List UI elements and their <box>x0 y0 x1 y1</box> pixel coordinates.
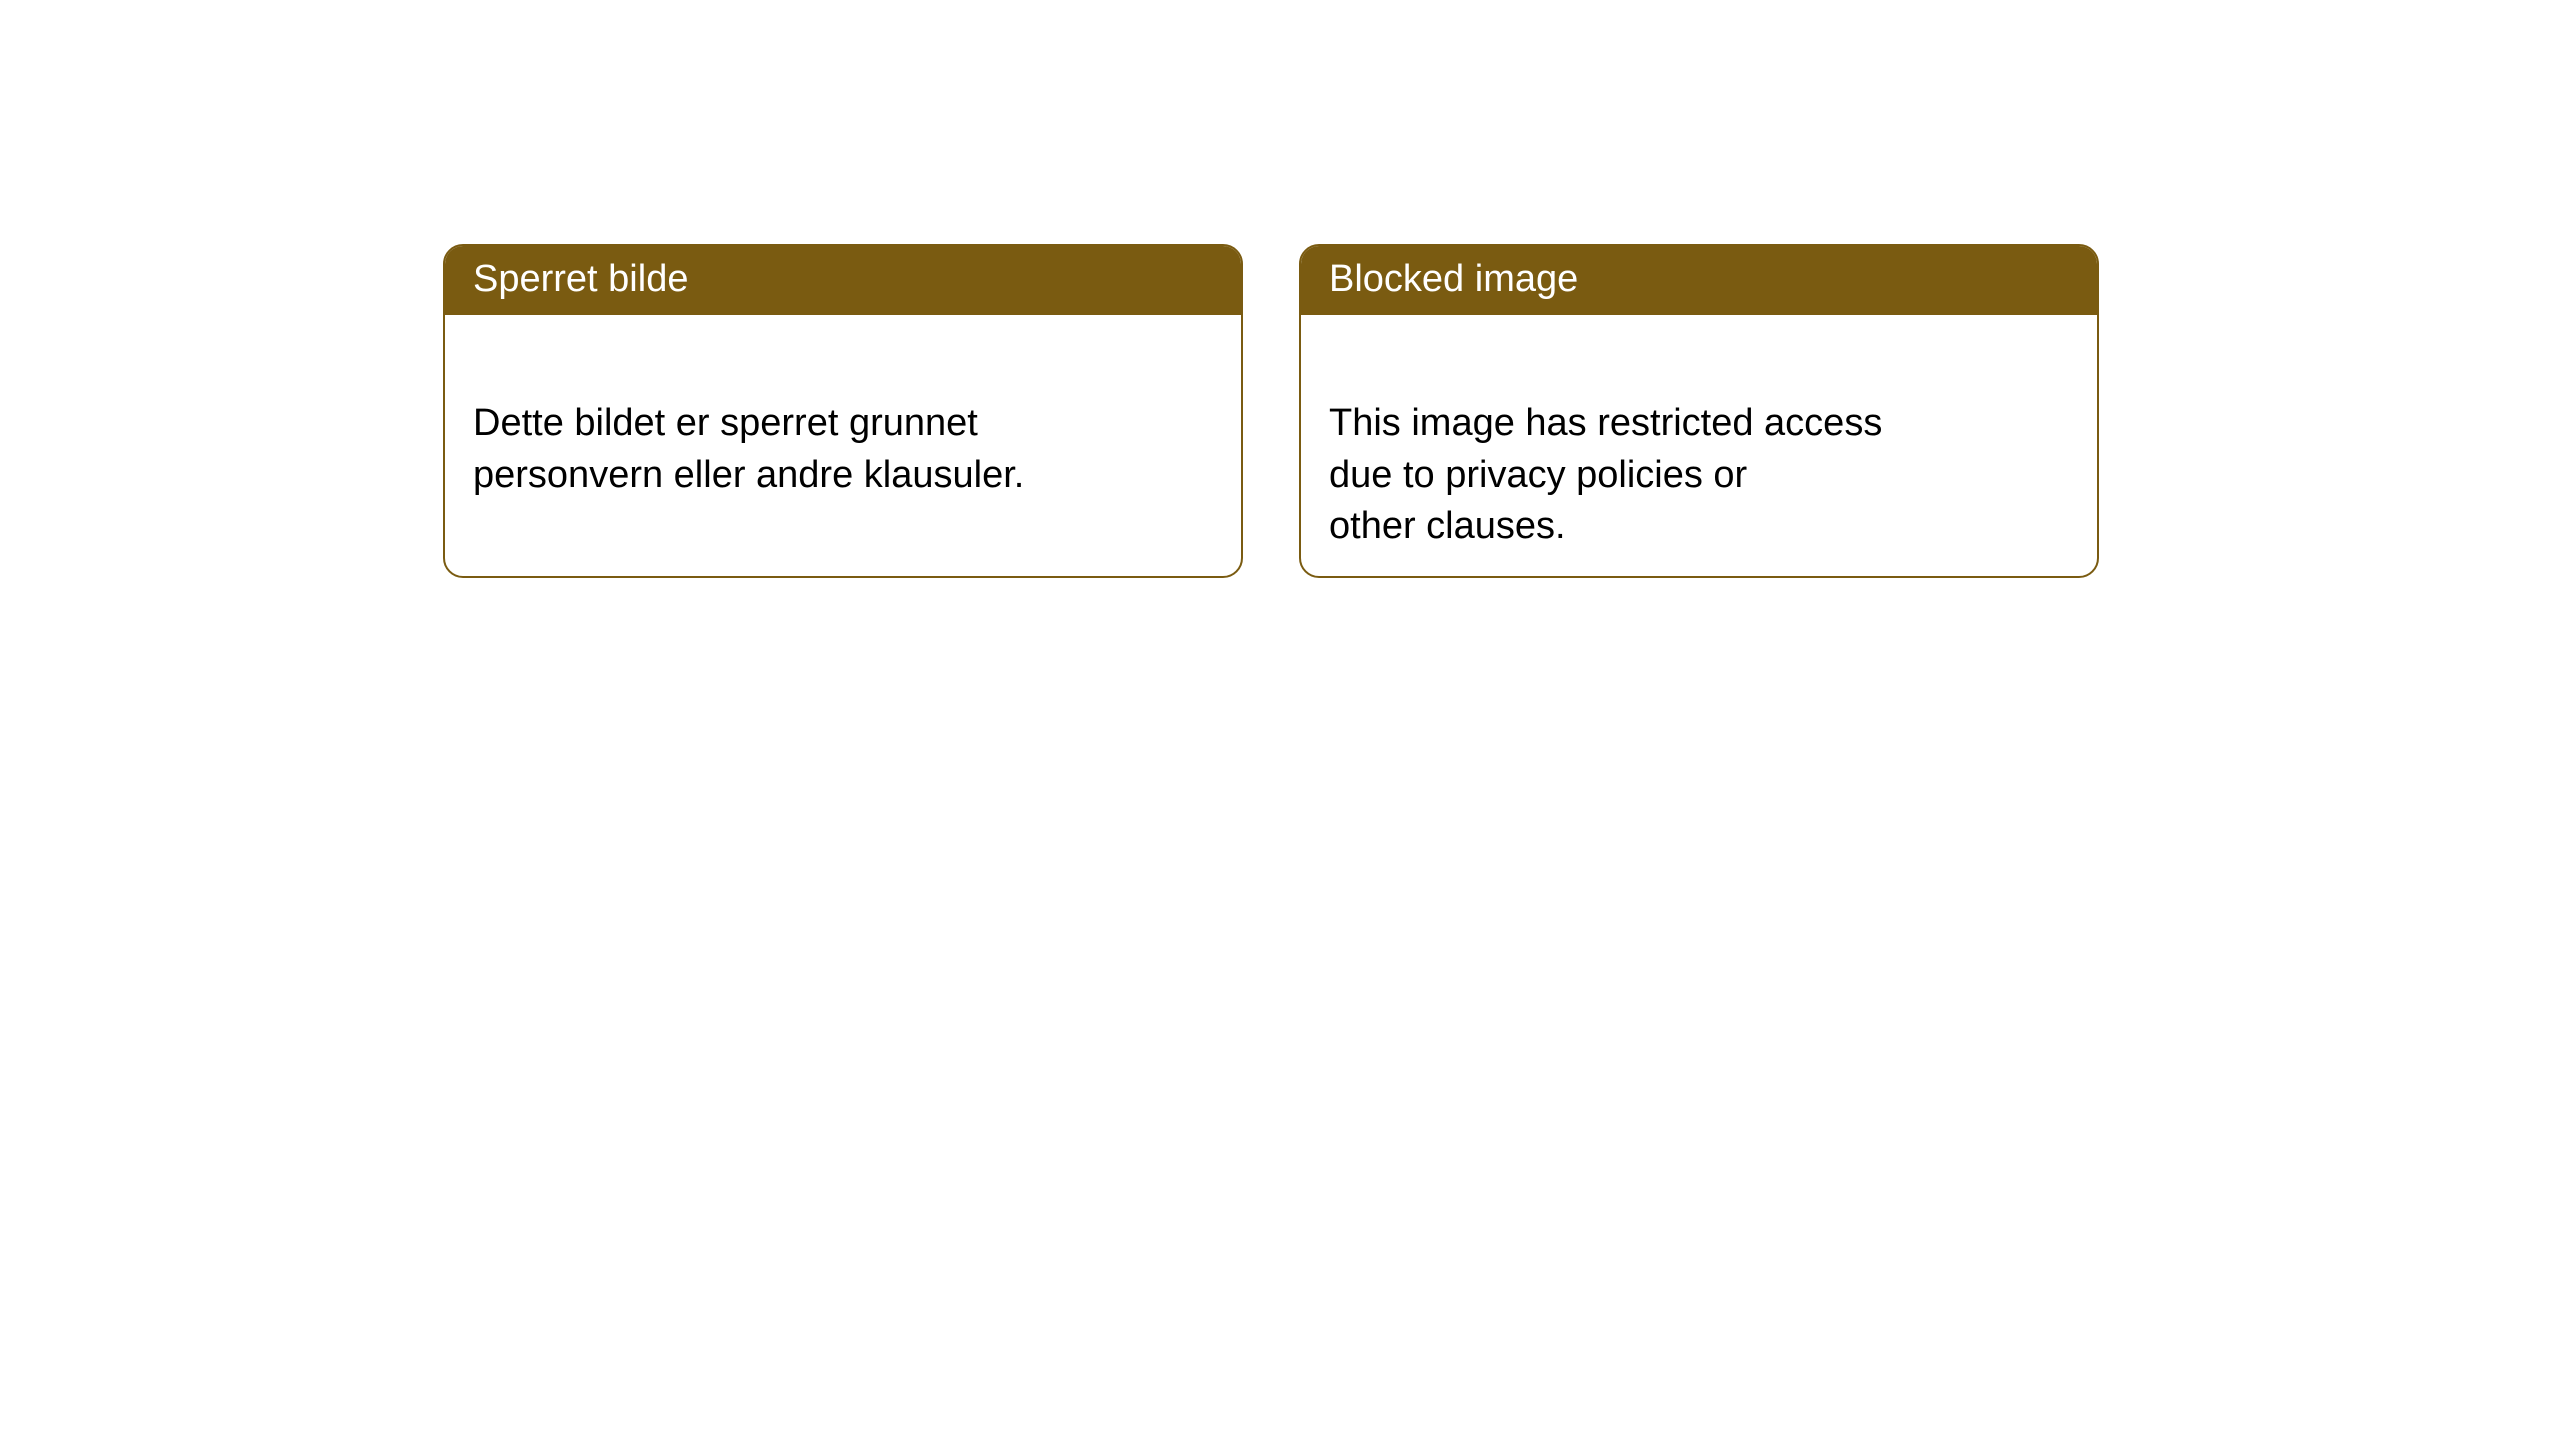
card-header: Sperret bilde <box>445 246 1241 315</box>
card-title: Blocked image <box>1329 258 1578 300</box>
card-body: This image has restricted access due to … <box>1301 315 2097 578</box>
card-header: Blocked image <box>1301 246 2097 315</box>
cards-container: Sperret bilde Dette bildet er sperret gr… <box>443 244 2099 578</box>
blocked-image-card-no: Sperret bilde Dette bildet er sperret gr… <box>443 244 1243 578</box>
blocked-image-card-en: Blocked image This image has restricted … <box>1299 244 2099 578</box>
card-body-text: Dette bildet er sperret grunnet personve… <box>473 402 1024 495</box>
card-body: Dette bildet er sperret grunnet personve… <box>445 315 1241 533</box>
card-body-text: This image has restricted access due to … <box>1329 402 1882 547</box>
card-title: Sperret bilde <box>473 258 688 300</box>
